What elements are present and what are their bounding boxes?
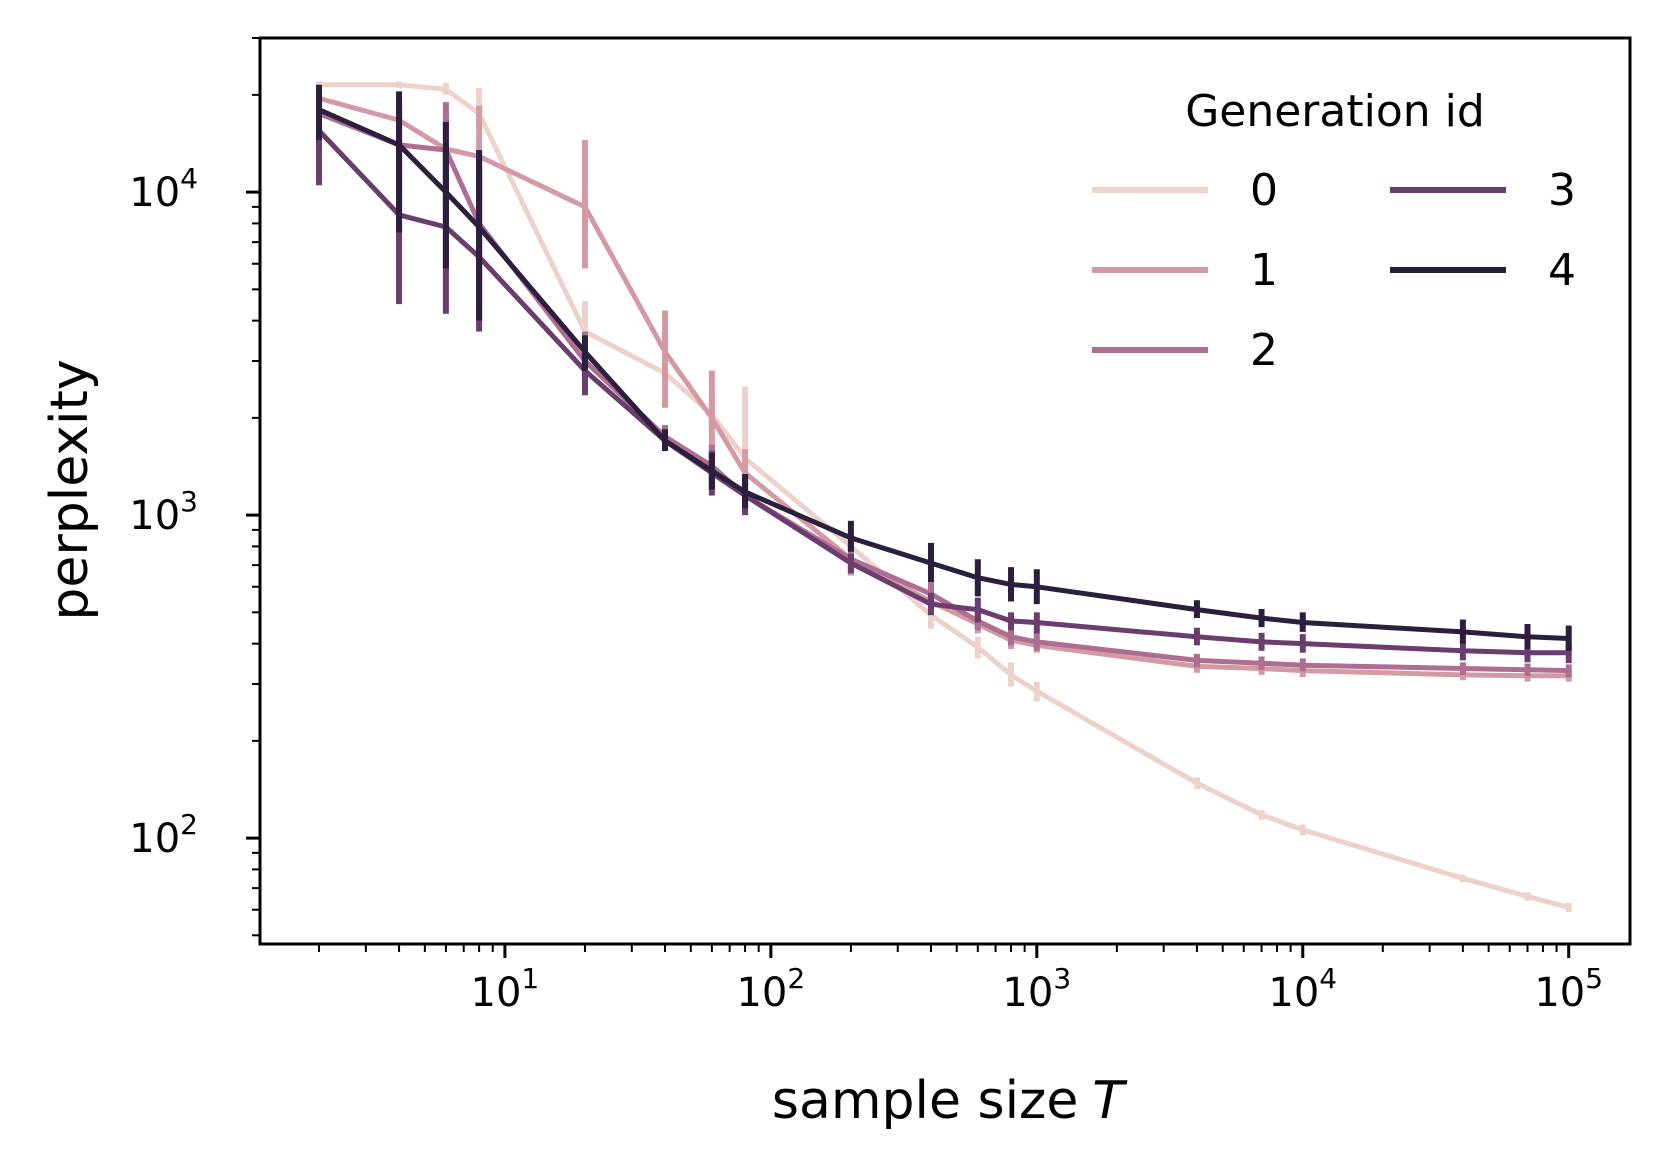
data-point	[1194, 657, 1200, 663]
data-point	[1034, 688, 1040, 694]
data-point	[1194, 634, 1200, 640]
data-point	[396, 142, 402, 148]
data-point	[443, 86, 449, 92]
y-tick-label-exponent: 3	[180, 485, 198, 518]
data-point	[1194, 607, 1200, 613]
data-point	[975, 575, 981, 581]
data-point	[582, 204, 588, 210]
x-axis-title-text: sample size	[772, 1071, 1078, 1131]
legend: Generation id 0 1 2 3 4	[1092, 86, 1576, 376]
legend-label: 1	[1250, 245, 1278, 296]
data-point	[975, 644, 981, 650]
data-point	[1566, 904, 1572, 910]
legend-item-3: 3	[1390, 165, 1576, 216]
series-layer	[316, 81, 1572, 913]
data-point	[1194, 780, 1200, 786]
data-point	[742, 489, 748, 495]
data-point	[848, 560, 854, 566]
data-point	[1259, 615, 1265, 621]
data-point	[709, 468, 715, 474]
plot-frame	[258, 36, 1632, 946]
y-tick-label: 103	[129, 485, 198, 539]
y-tick-label-exponent: 4	[180, 162, 198, 195]
x-tick-label-exponent: 3	[1053, 962, 1071, 995]
series-4	[316, 84, 1572, 651]
y-tick-label: 104	[129, 162, 198, 216]
data-point	[1008, 618, 1014, 624]
data-point	[1566, 650, 1572, 656]
x-tick-label-base: 10	[736, 970, 787, 1016]
x-tick-label-exponent: 1	[521, 962, 539, 995]
data-point	[1300, 662, 1306, 668]
x-tick-label-base: 10	[1534, 970, 1585, 1016]
data-point	[1008, 672, 1014, 678]
data-point	[1034, 639, 1040, 645]
x-tick-label: 104	[1268, 962, 1337, 1016]
x-tick-label-base: 10	[1268, 970, 1319, 1016]
legend-item-2: 2	[1092, 325, 1278, 376]
x-axis-title: sample size T	[772, 1071, 1128, 1131]
legend-title: Generation id	[1185, 86, 1485, 137]
data-point	[1008, 581, 1014, 587]
legend-item-4: 4	[1390, 245, 1576, 296]
data-point	[1566, 635, 1572, 641]
x-tick-label-exponent: 5	[1585, 962, 1603, 995]
data-point	[1460, 648, 1466, 654]
data-point	[1008, 634, 1014, 640]
data-point	[1460, 875, 1466, 881]
data-point	[316, 107, 322, 113]
x-tick-label: 101	[471, 962, 540, 1016]
legend-item-0: 0	[1092, 165, 1278, 216]
data-point	[662, 438, 668, 444]
data-point	[1300, 641, 1306, 647]
data-point	[396, 82, 402, 88]
data-point	[582, 349, 588, 355]
x-tick-label: 105	[1534, 962, 1603, 1016]
y-tick-label: 102	[129, 808, 198, 862]
data-point	[1300, 827, 1306, 833]
x-tick-label: 102	[736, 962, 805, 1016]
y-tick-label-exponent: 2	[180, 808, 198, 841]
data-point	[848, 535, 854, 541]
x-tick-label-base: 10	[1002, 970, 1053, 1016]
legend-label: 2	[1250, 325, 1278, 376]
data-point	[1460, 629, 1466, 635]
data-point	[1034, 584, 1040, 590]
data-point	[1566, 668, 1572, 674]
y-tick-label-base: 10	[129, 816, 180, 862]
data-point	[1259, 812, 1265, 818]
x-tick-label-exponent: 2	[787, 962, 805, 995]
y-axis-title: perplexity	[40, 359, 100, 620]
x-tick-label-base: 10	[471, 970, 522, 1016]
data-point	[975, 607, 981, 613]
legend-item-1: 1	[1092, 245, 1278, 296]
data-point	[662, 349, 668, 355]
data-point	[709, 415, 715, 421]
data-point	[1460, 666, 1466, 672]
legend-label: 4	[1548, 245, 1576, 296]
data-point	[1525, 650, 1531, 656]
x-tick-label-exponent: 4	[1319, 962, 1337, 995]
data-point	[1525, 634, 1531, 640]
data-point	[1259, 639, 1265, 645]
data-point	[1300, 620, 1306, 626]
y-tick-label-base: 10	[129, 170, 180, 216]
data-point	[1259, 660, 1265, 666]
x-tick-label: 103	[1002, 962, 1071, 1016]
data-point	[928, 601, 934, 607]
data-point	[1034, 620, 1040, 626]
y-tick-label-base: 10	[129, 493, 180, 539]
data-point	[443, 189, 449, 195]
x-axis-title-variable: T	[1092, 1071, 1128, 1131]
data-point	[1525, 667, 1531, 673]
legend-label: 3	[1548, 165, 1576, 216]
data-point	[476, 224, 482, 230]
data-point	[1525, 893, 1531, 899]
legend-label: 0	[1250, 165, 1278, 216]
data-point	[928, 560, 934, 566]
